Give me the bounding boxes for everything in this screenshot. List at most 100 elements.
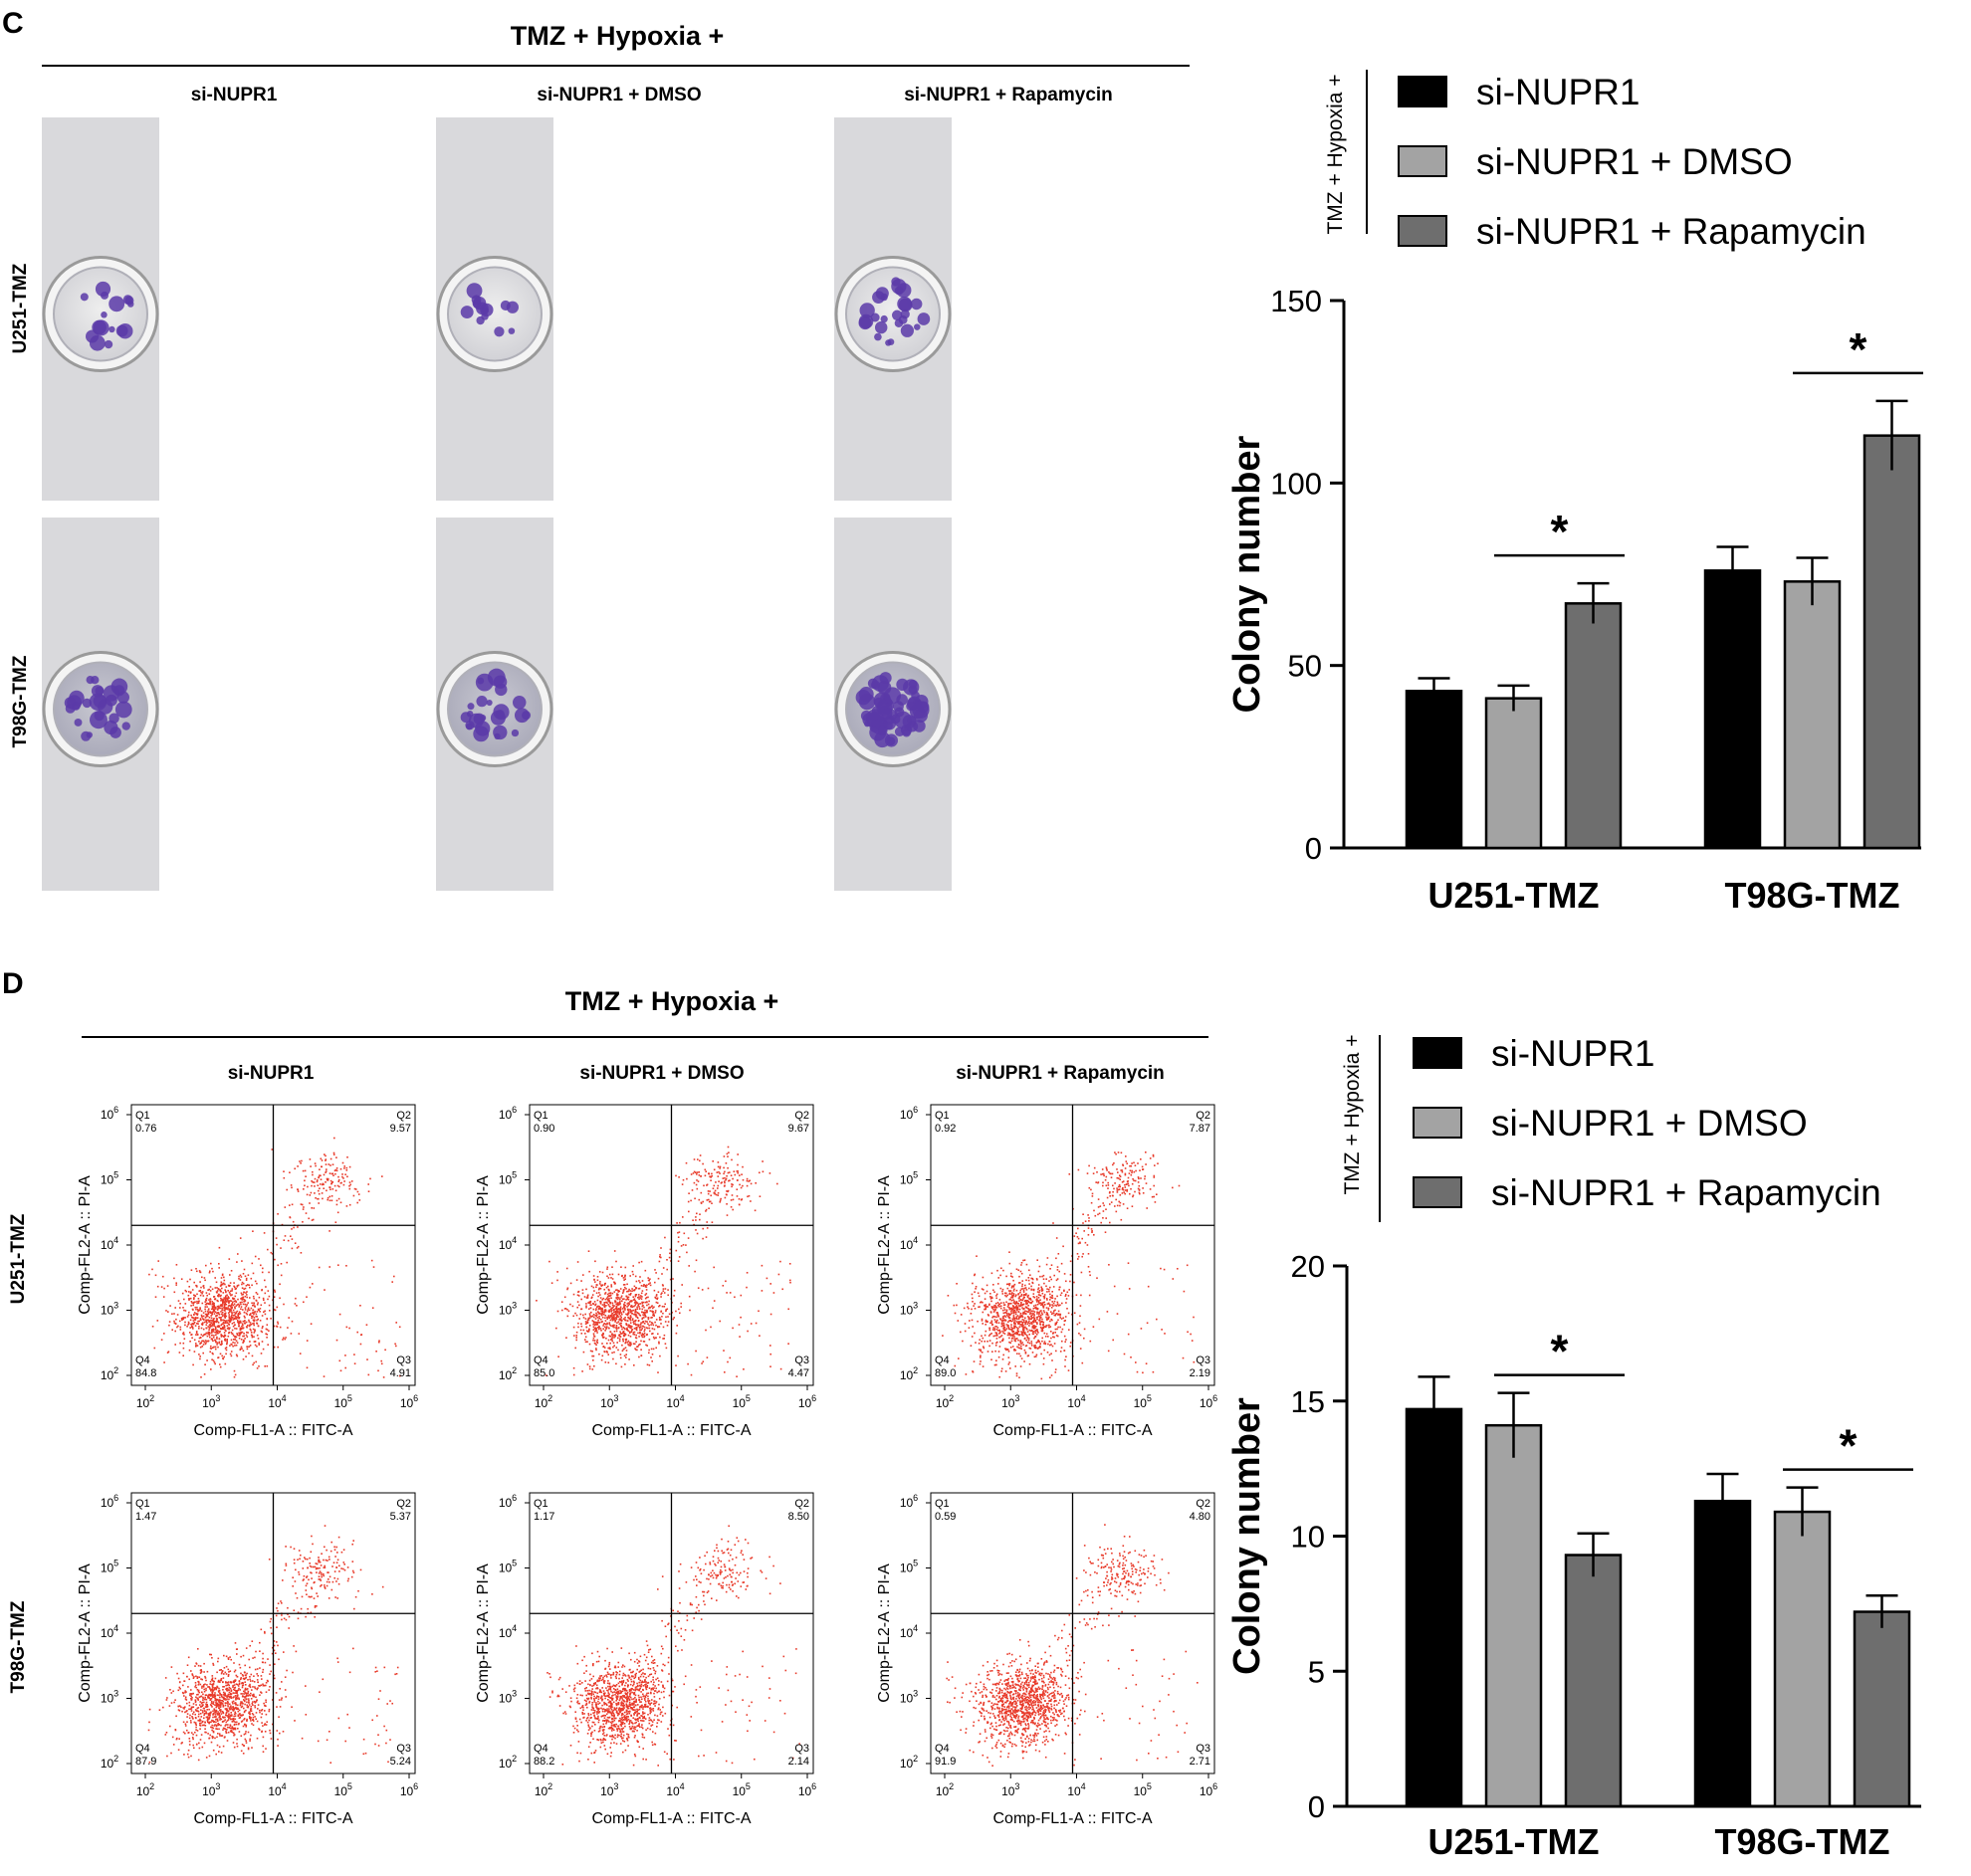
flow-dot <box>189 1332 191 1334</box>
flow-dot <box>621 1327 623 1329</box>
flow-dot <box>179 1343 181 1345</box>
flow-dot <box>618 1291 620 1293</box>
flow-dot <box>314 1185 316 1187</box>
flow-dot <box>706 1221 708 1223</box>
flow-dot <box>1135 1180 1137 1182</box>
flow-dot <box>292 1204 294 1206</box>
flow-dot <box>236 1328 238 1330</box>
flow-dot <box>261 1353 263 1355</box>
flow-dot <box>625 1296 627 1298</box>
flow-dot <box>653 1349 655 1351</box>
flow-dot <box>576 1307 578 1309</box>
flow-dot <box>1117 1313 1119 1315</box>
flow-dot <box>593 1304 595 1306</box>
flow-dot <box>222 1312 224 1314</box>
flow-dot <box>210 1290 212 1292</box>
flow-dot <box>1123 1203 1125 1205</box>
flow-dot <box>980 1363 982 1365</box>
flow-dot <box>221 1277 223 1279</box>
flow-dot <box>1133 1194 1135 1196</box>
flow-dot <box>1141 1328 1143 1330</box>
flow-dot <box>628 1311 630 1313</box>
flow-dot <box>1026 1345 1028 1347</box>
flow-dot <box>1022 1322 1024 1324</box>
flow-dot <box>299 1160 301 1162</box>
flow-dot <box>1020 1295 1022 1297</box>
flow-dot <box>967 1303 969 1305</box>
flow-dot <box>148 1274 150 1276</box>
flow-dot <box>330 1183 332 1185</box>
colony-spot <box>105 340 112 348</box>
flow-dot <box>610 1298 612 1300</box>
flow-dot <box>1010 1303 1012 1305</box>
flow-dot <box>644 1333 646 1335</box>
flow-dot <box>644 1315 646 1317</box>
flow-dot <box>200 1290 202 1292</box>
flow-dot <box>173 1278 175 1280</box>
flow-dot <box>389 1700 391 1702</box>
flow-dot <box>206 1709 208 1711</box>
flow-dot <box>1164 1333 1166 1335</box>
flow-dot <box>240 1715 242 1717</box>
flow-dot <box>224 1280 226 1282</box>
flow-dot <box>265 1314 267 1316</box>
flow-dot <box>711 1202 713 1204</box>
flow-dot <box>251 1316 253 1318</box>
flow-dot <box>1014 1284 1016 1286</box>
flow-dot <box>995 1321 997 1323</box>
flow-dot <box>314 1192 316 1194</box>
flow-dot <box>301 1203 303 1205</box>
flow-dot <box>557 1355 559 1357</box>
flow-dot <box>624 1319 626 1321</box>
flow-dot <box>1013 1349 1015 1351</box>
flow-dot <box>255 1361 257 1363</box>
flow-dot <box>643 1284 645 1286</box>
flow-dot <box>614 1331 616 1333</box>
flow-dot <box>281 1602 283 1604</box>
flow-dot <box>994 1335 996 1337</box>
flow-dot <box>1106 1166 1108 1168</box>
flow-dot <box>199 1355 201 1357</box>
flow-dot <box>1056 1329 1058 1331</box>
flow-dot <box>602 1334 604 1336</box>
flow-dot <box>322 1198 324 1200</box>
flow-dot <box>1020 1304 1022 1306</box>
flow-dot <box>346 1327 348 1329</box>
flow-dot <box>222 1323 224 1325</box>
flow-dot <box>229 1258 231 1260</box>
flow-dot <box>638 1262 640 1264</box>
flow-dot <box>667 1316 669 1318</box>
flow-dot <box>225 1354 227 1355</box>
colony-spot <box>109 326 114 332</box>
flow-dot <box>312 1171 314 1173</box>
flow-dot <box>1038 1312 1040 1314</box>
flow-dot <box>282 1339 284 1341</box>
flow-dot <box>1030 1316 1032 1318</box>
flow-dot <box>676 1333 678 1335</box>
flow-dot <box>1060 1295 1062 1297</box>
flow-dot <box>1134 1171 1136 1173</box>
flow-dot <box>171 1313 173 1315</box>
flow-dot <box>1031 1317 1033 1319</box>
flow-dot <box>596 1341 598 1343</box>
flow-dot <box>570 1283 572 1285</box>
flow-dot <box>1148 1286 1150 1288</box>
flow-dot <box>646 1334 648 1336</box>
flow-dot <box>192 1309 194 1311</box>
flow-dot <box>303 1208 305 1210</box>
flow-dot <box>366 1358 368 1360</box>
flow-dot <box>264 1302 266 1304</box>
flow-dot <box>329 1188 331 1190</box>
flow-dot <box>215 1714 217 1716</box>
flow-dot <box>996 1322 998 1324</box>
flow-dot <box>1055 1329 1057 1331</box>
flow-dot <box>657 1302 659 1304</box>
flow-dot <box>1020 1346 1022 1348</box>
flow-dot <box>1015 1294 1017 1296</box>
flow-dot <box>162 1276 164 1278</box>
flow-dot <box>242 1299 244 1301</box>
flow-dot <box>1026 1300 1028 1302</box>
flow-dot <box>307 1559 309 1561</box>
flow-dot <box>1061 1341 1063 1343</box>
flow-dot <box>1031 1345 1033 1347</box>
